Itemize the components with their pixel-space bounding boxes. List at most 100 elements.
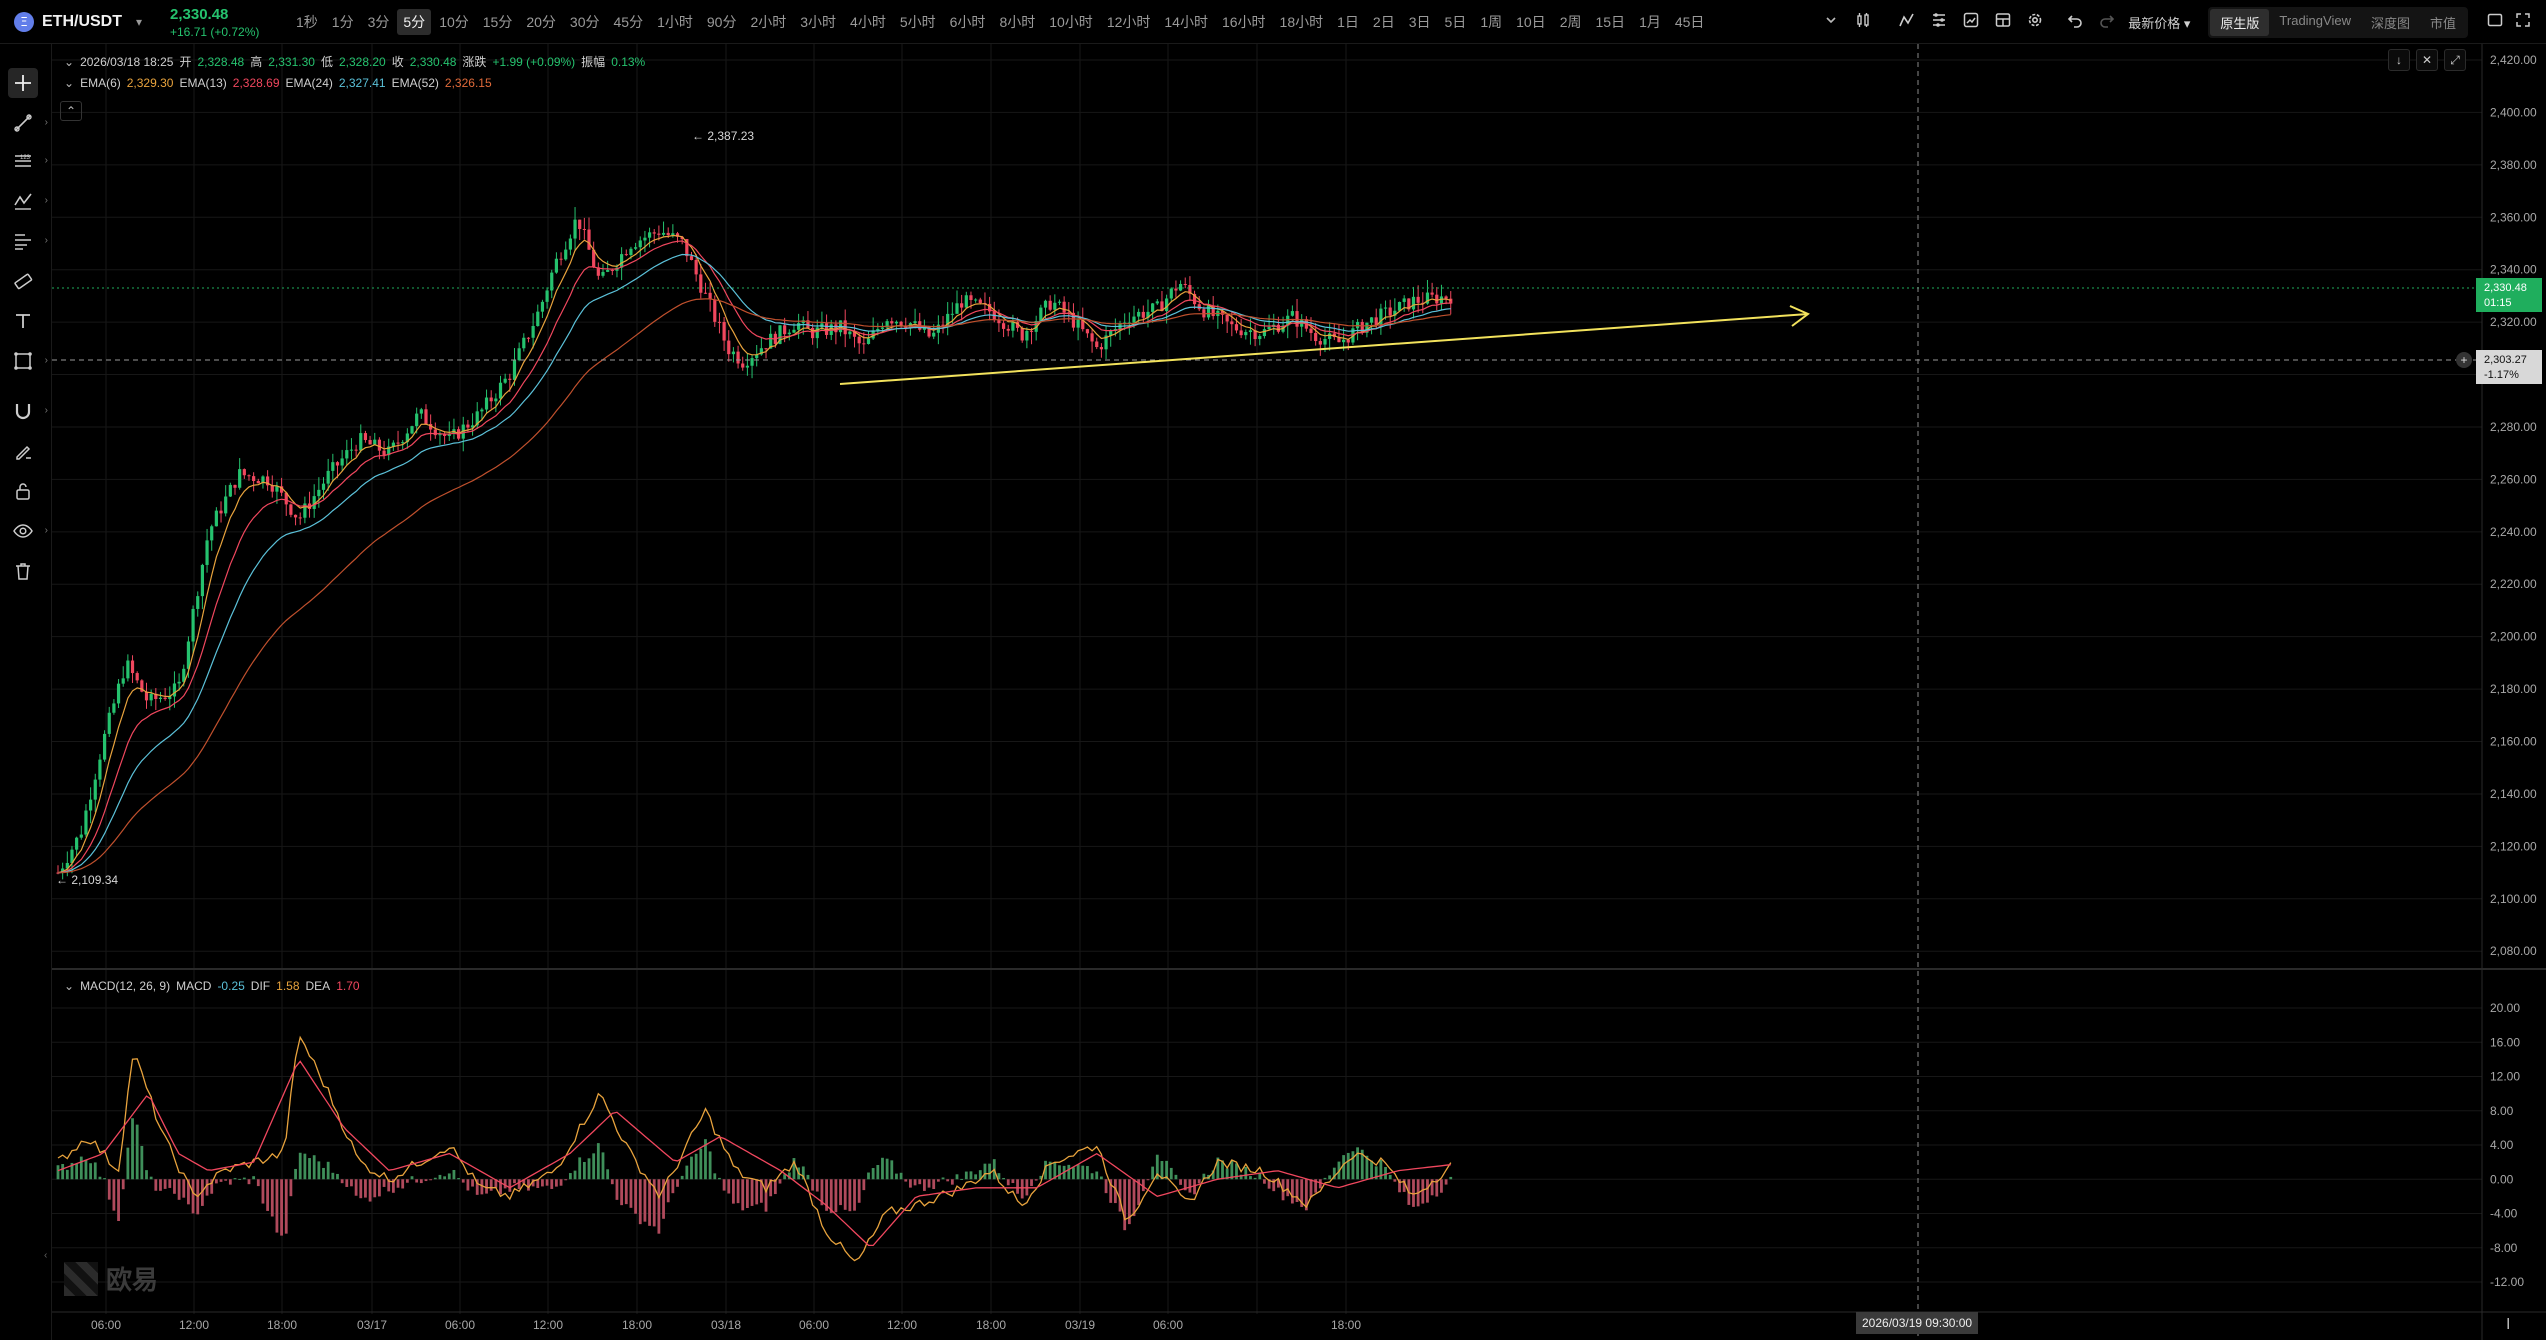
interval-tab[interactable]: 45日	[1674, 14, 1705, 30]
legend-collapse-icon[interactable]: ⌄	[64, 979, 75, 993]
candle-body	[759, 348, 763, 355]
legend-collapse-icon[interactable]: ⌄	[64, 54, 75, 69]
interval-tab[interactable]: 14小时	[1164, 14, 1208, 30]
indicators-icon[interactable]	[1898, 11, 1916, 34]
interval-tab[interactable]: 3分	[367, 14, 390, 30]
chevron-down-icon[interactable]: ▾	[136, 15, 143, 29]
text-icon[interactable]	[8, 306, 38, 336]
interval-tab[interactable]: 5小时	[899, 14, 936, 30]
price-chart[interactable]: 2,420.00 2,400.00 2,380.00 2,360.00 2,340.00…	[52, 44, 2546, 1340]
interval-tab[interactable]: 10日	[1516, 14, 1546, 30]
interval-tab[interactable]: 1日	[1337, 14, 1359, 30]
interval-tab[interactable]: 8小时	[999, 14, 1036, 30]
candle-body	[228, 484, 232, 497]
settings-icon[interactable]	[2026, 11, 2044, 34]
interval-tab[interactable]: 3小时	[800, 14, 837, 30]
interval-tab[interactable]: 2日	[1372, 14, 1395, 30]
trendline-icon[interactable]: ›	[8, 108, 48, 138]
interval-tab[interactable]: 5分	[397, 9, 432, 35]
macd-bar	[233, 1178, 237, 1180]
window-icon[interactable]	[2486, 11, 2504, 34]
macd-bar	[555, 1179, 558, 1187]
interval-tab[interactable]: 30分	[569, 14, 600, 30]
arrow-down-icon[interactable]: ↓	[2388, 49, 2410, 71]
macd-bar	[1197, 1179, 1201, 1184]
interval-tab[interactable]: 15日	[1595, 14, 1626, 30]
draw-lock-icon[interactable]	[8, 436, 38, 466]
interval-tab[interactable]: 2小时	[750, 14, 787, 30]
measure-icon[interactable]	[8, 266, 38, 296]
price-type-select[interactable]: 最新价格 ▾	[2128, 15, 2191, 31]
trash-icon[interactable]	[8, 556, 38, 586]
macd-bar	[545, 1179, 549, 1186]
macd-bar	[103, 1178, 106, 1180]
view-tab[interactable]: 市值	[2429, 15, 2456, 31]
crosshair-icon[interactable]	[8, 68, 38, 98]
legend-collapse-icon[interactable]: ⌄	[64, 76, 75, 90]
candle-body	[1411, 296, 1416, 310]
interval-tab[interactable]: 1小时	[657, 14, 693, 30]
undo-icon[interactable]	[2066, 11, 2084, 34]
interval-tab[interactable]: 10小时	[1049, 14, 1093, 30]
pattern-icon[interactable]: ›	[8, 186, 48, 216]
templates-icon[interactable]	[1930, 11, 1948, 34]
view-tab[interactable]: 原生版	[2210, 8, 2270, 36]
alert-price-tag[interactable]: 2,303.27 -1.17%	[2476, 350, 2542, 384]
macd-bar	[471, 1179, 474, 1187]
panel-toggle-handle[interactable]: ‹	[44, 1250, 48, 1261]
interval-tab[interactable]: 1秒	[296, 14, 318, 30]
magnet-icon[interactable]: ›	[8, 396, 48, 426]
candle-body	[964, 295, 968, 308]
macd-bar	[93, 1162, 97, 1180]
interval-tab[interactable]: 12小时	[1106, 14, 1151, 30]
prediction-icon[interactable]: ›	[8, 226, 48, 256]
interval-tab[interactable]: 1月	[1639, 14, 1661, 30]
eye-icon[interactable]: ›	[8, 516, 48, 546]
interval-tab[interactable]: 10分	[439, 14, 469, 30]
interval-tab[interactable]: 1分	[331, 14, 354, 30]
add-alert-icon[interactable]: +	[2456, 352, 2472, 368]
view-tab[interactable]: 深度图	[2370, 15, 2410, 31]
interval-tab[interactable]: 6小时	[949, 14, 986, 30]
candle-body	[661, 232, 666, 235]
candle-body	[1151, 303, 1155, 312]
collapse-legend-button[interactable]: ⌃	[60, 101, 82, 121]
fullscreen-icon[interactable]	[2514, 11, 2532, 34]
interval-tab[interactable]: 16小时	[1221, 14, 1266, 30]
interval-tab[interactable]: 20分	[526, 14, 556, 30]
pair-selector[interactable]: Ξ ETH/USDT ▾	[14, 0, 142, 44]
candle-body	[1430, 292, 1434, 295]
dropdown-icon[interactable]	[1822, 11, 1840, 34]
interval-tab[interactable]: 5日	[1444, 14, 1467, 30]
interval-tab[interactable]: 2周	[1559, 14, 1582, 30]
candle-body	[1137, 311, 1141, 317]
interval-tab[interactable]: 3日	[1408, 14, 1431, 30]
interval-tab[interactable]: 45分	[613, 14, 644, 30]
macd-bar	[769, 1179, 773, 1197]
macd-bar	[834, 1179, 838, 1213]
candle-body	[1425, 292, 1430, 304]
shapes-icon[interactable]: ›	[8, 346, 48, 376]
macd-bar	[1137, 1179, 1141, 1206]
lock-icon[interactable]	[8, 476, 38, 506]
candle-body	[1169, 288, 1173, 299]
alert-icon[interactable]	[1962, 11, 1980, 34]
interval-tab[interactable]: 1周	[1480, 14, 1503, 30]
candle-type-icon[interactable]	[1854, 11, 1872, 34]
layout-icon[interactable]	[1994, 11, 2012, 34]
view-tab[interactable]: TradingView	[2279, 12, 2351, 28]
time-tick-label: 03/18	[711, 1318, 741, 1332]
macd-bar	[182, 1179, 186, 1198]
interval-tab[interactable]: 4小时	[850, 14, 886, 30]
macd-tick-label: 8.00	[2490, 1104, 2514, 1118]
macd-bar	[867, 1172, 870, 1180]
candle-body	[606, 270, 610, 272]
interval-tab[interactable]: 18小时	[1279, 14, 1324, 30]
restore-icon[interactable]: ⤢	[2444, 49, 2466, 71]
macd-bar	[1351, 1151, 1355, 1180]
close-icon[interactable]: ✕	[2416, 49, 2438, 71]
redo-icon[interactable]	[2098, 11, 2116, 34]
interval-tab[interactable]: 90分	[706, 14, 737, 30]
fib-icon[interactable]: 123 ›	[8, 146, 48, 176]
interval-tab[interactable]: 15分	[482, 14, 513, 30]
